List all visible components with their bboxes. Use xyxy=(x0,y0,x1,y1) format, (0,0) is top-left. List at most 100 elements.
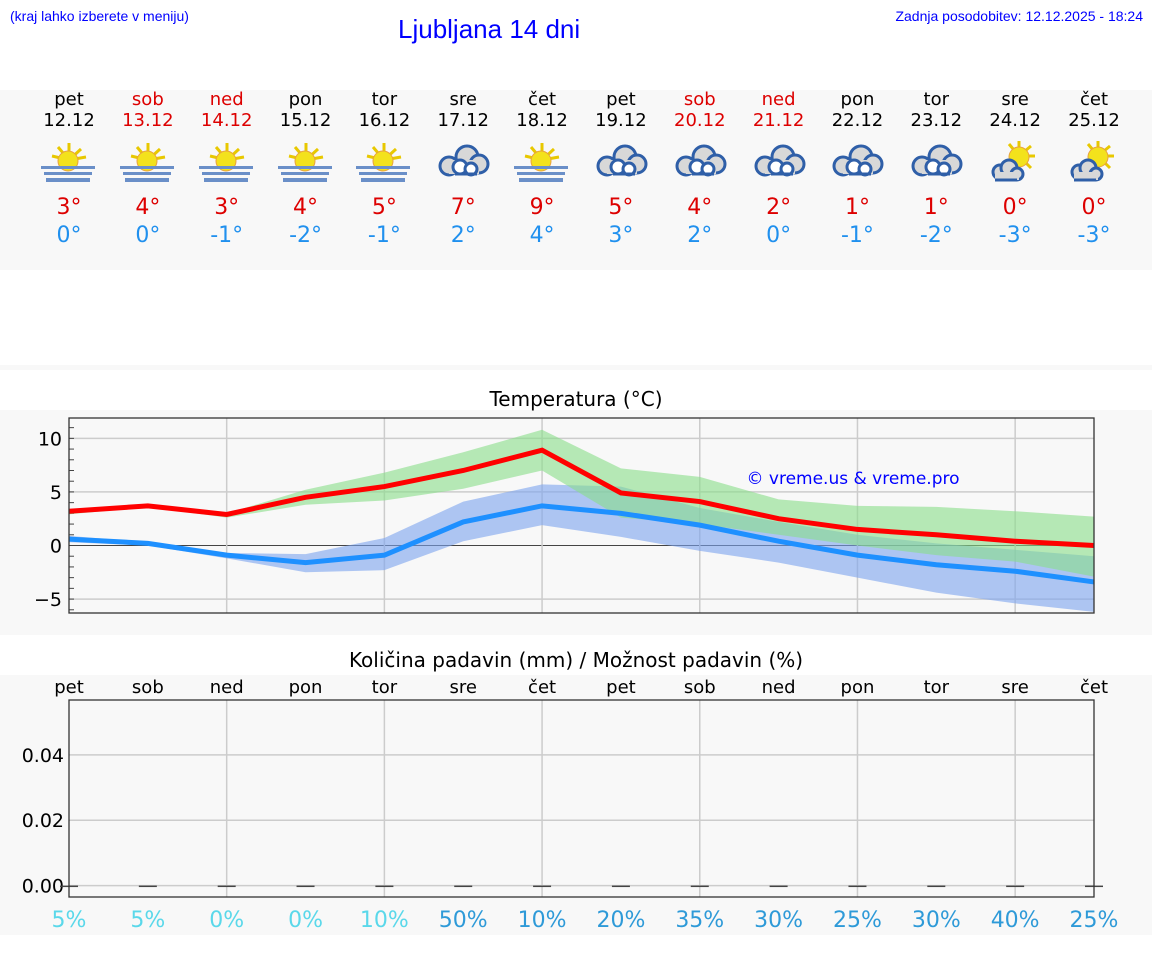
day-date: 18.12 xyxy=(516,110,568,131)
max-temp: 7° xyxy=(450,195,476,220)
cloudy-icon xyxy=(661,132,739,192)
day-date: 12.12 xyxy=(43,110,95,131)
min-temp: -1° xyxy=(367,223,401,248)
day-label: pon xyxy=(289,677,323,698)
day-name: ned xyxy=(209,89,244,110)
max-temp: 2° xyxy=(766,195,792,220)
max-temp: 3° xyxy=(214,195,240,220)
day-forecast: pon 22.12 1° -1° xyxy=(818,90,896,250)
max-temp: 4° xyxy=(135,195,161,220)
sun-fog-icon xyxy=(30,132,108,192)
precip-bar xyxy=(848,885,867,888)
max-temp: 0° xyxy=(1002,195,1028,220)
cloudy-icon xyxy=(740,132,818,192)
y-tick-label: −5 xyxy=(34,589,62,611)
cloudy-icon xyxy=(897,132,975,192)
day-name: sob xyxy=(683,89,716,110)
partly-cloudy-icon xyxy=(976,132,1054,192)
day-date: 13.12 xyxy=(122,110,174,131)
day-forecast: čet 18.12 9° 4° xyxy=(503,90,581,250)
day-date: 25.12 xyxy=(1068,110,1120,131)
temperature-line xyxy=(68,447,1095,548)
temperature-chart-title: Temperatura (°C) xyxy=(489,387,663,411)
precip-bar xyxy=(769,885,788,888)
day-forecast: sob 13.12 4° 0° xyxy=(109,90,187,250)
precip-probability: 50% xyxy=(439,908,488,933)
day-date: 22.12 xyxy=(831,110,884,131)
day-label: tor xyxy=(372,677,398,698)
precip-probability: 0% xyxy=(209,908,244,933)
precip-probability: 40% xyxy=(991,908,1040,933)
max-temp: 4° xyxy=(687,195,713,220)
min-temp: 2° xyxy=(450,223,476,248)
day-name: sob xyxy=(131,89,164,110)
cloudy-icon xyxy=(582,132,660,192)
day-label: pet xyxy=(606,677,636,698)
y-tick-label: 10 xyxy=(38,428,62,450)
precipitation-chart-title: Količina padavin (mm) / Možnost padavin … xyxy=(348,648,804,672)
precip-bar xyxy=(533,885,552,888)
day-label: sre xyxy=(449,677,476,698)
day-date: 16.12 xyxy=(358,110,411,131)
temperature-line xyxy=(68,503,1095,585)
precip-bar xyxy=(611,885,630,888)
day-label: sob xyxy=(684,677,716,698)
max-temp: 9° xyxy=(529,195,555,220)
precip-bar xyxy=(375,885,394,888)
day-label: pon xyxy=(841,677,875,698)
day-forecast: sre 17.12 7° 2° xyxy=(424,90,502,250)
min-temp: -1° xyxy=(840,223,874,248)
day-name: čet xyxy=(1079,89,1109,110)
temperature-chart: −5 0 5 10 © vreme.us & vreme.pro xyxy=(34,417,1095,614)
day-name: čet xyxy=(528,89,557,110)
sun-fog-icon xyxy=(503,132,581,192)
temp-title-area xyxy=(0,370,1152,410)
precip-probability: 30% xyxy=(754,908,803,933)
y-tick-label: 0 xyxy=(50,536,62,558)
precipitation-chart: pet sob ned pon tor sre čet pet sob ned pon tor sre č… xyxy=(22,677,1119,933)
sun-fog-icon xyxy=(109,132,187,192)
day-forecast: pon 15.12 4° -2° xyxy=(267,90,345,250)
partly-cloudy-icon xyxy=(1055,132,1133,192)
day-name: tor xyxy=(923,89,950,110)
day-label: ned xyxy=(210,677,244,698)
day-forecast: ned 21.12 2° 0° xyxy=(740,90,818,250)
plot-area xyxy=(69,700,1094,897)
day-date: 20.12 xyxy=(674,110,726,131)
precip-bar xyxy=(690,885,709,888)
cloudy-icon xyxy=(424,132,502,192)
precip-bar xyxy=(296,885,315,888)
day-forecast: tor 23.12 1° -2° xyxy=(897,90,975,250)
day-name: pon xyxy=(288,89,323,110)
min-temp: -3° xyxy=(1077,223,1111,248)
precip-probability: 5% xyxy=(130,908,165,933)
precip-probability: 30% xyxy=(912,908,961,933)
day-date: 19.12 xyxy=(595,110,647,131)
min-temp: 2° xyxy=(687,223,713,248)
day-date: 17.12 xyxy=(437,110,489,131)
min-temp: 4° xyxy=(529,223,555,248)
day-label: čet xyxy=(528,677,556,698)
min-temp: 0° xyxy=(135,223,161,248)
precip-probability: 5% xyxy=(52,908,87,933)
precip-probability: 10% xyxy=(518,908,567,933)
day-name: pon xyxy=(840,89,875,110)
day-date: 15.12 xyxy=(279,110,332,131)
precip-bar xyxy=(927,885,946,888)
sun-fog-icon xyxy=(345,132,423,192)
precip-probability: 25% xyxy=(833,908,882,933)
day-label: tor xyxy=(924,677,950,698)
min-temp: -2° xyxy=(289,223,322,248)
day-label: pet xyxy=(54,677,84,698)
day-forecast: pet 12.12 3° 0° xyxy=(30,90,108,250)
day-forecast: pet 19.12 5° 3° xyxy=(582,90,660,250)
min-temp: 0° xyxy=(56,223,82,248)
max-temp: 5° xyxy=(608,195,634,220)
divider xyxy=(0,365,1152,370)
min-temp: 0° xyxy=(766,223,792,248)
y-tick-label: 0.04 xyxy=(22,745,64,767)
y-tick-label: 0.02 xyxy=(22,810,64,832)
day-forecast: ned 14.12 3° -1° xyxy=(188,90,266,250)
sun-fog-icon xyxy=(188,132,266,192)
precip-probability: 35% xyxy=(675,908,724,933)
